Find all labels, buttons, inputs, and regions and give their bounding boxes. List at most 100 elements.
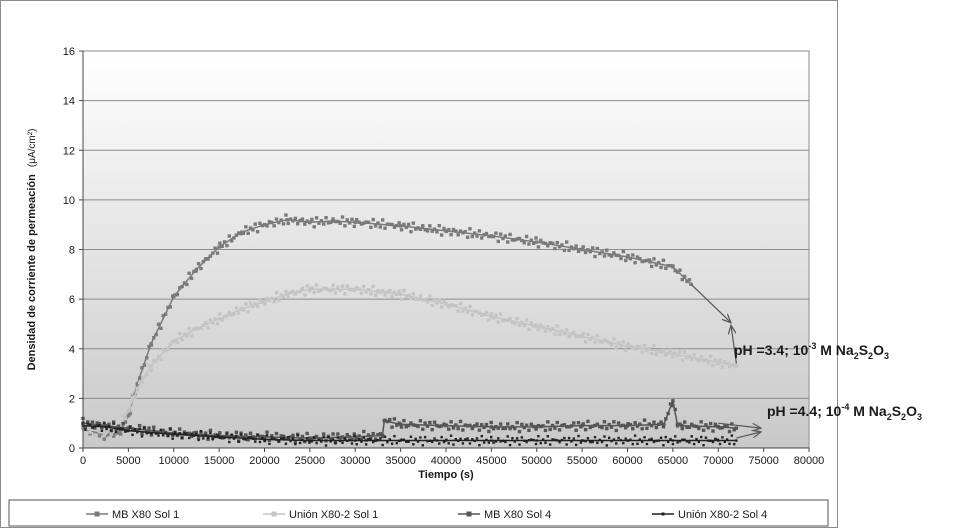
data-point [598,438,601,442]
data-point [631,345,635,350]
data-point [678,440,682,443]
data-point [713,358,718,362]
data-point [300,286,305,290]
data-point [237,311,241,315]
data-point [625,344,630,348]
data-point [418,227,423,231]
data-point [730,422,734,426]
data-point [576,249,581,254]
data-point [298,437,302,441]
data-point [580,439,584,442]
data-point [329,436,333,441]
data-point [680,423,684,428]
data-point [104,425,107,429]
data-point [727,429,732,434]
data-point [234,306,239,310]
data-point [671,442,675,446]
data-point [272,224,276,228]
data-point [640,427,644,431]
data-point [353,220,357,224]
data-point [581,245,585,249]
data-point [497,437,500,440]
data-point [624,437,627,440]
data-point [251,435,255,439]
data-point [520,436,524,439]
data-point [675,353,680,358]
data-point [203,320,208,325]
legend-label: Unión X80-2 Sol 1 [289,509,378,521]
data-point [605,339,609,343]
data-point [425,300,430,304]
data-point [378,225,382,229]
data-point [475,437,479,440]
data-point [671,265,675,269]
data-point [93,433,97,437]
data-point [456,426,460,431]
data-point [330,287,335,291]
data-point [246,436,250,440]
data-point [137,423,142,428]
data-point [428,224,432,228]
data-point [345,432,349,437]
data-point [222,314,227,319]
data-point [411,291,416,296]
data-point [537,434,540,438]
data-point [180,436,184,439]
data-point [229,239,234,243]
data-point [285,292,289,296]
data-point [605,444,609,447]
data-point [413,423,418,428]
data-point [442,299,446,303]
data-point [279,434,283,438]
data-point [416,440,420,443]
data-point [589,440,592,444]
data-point [237,440,240,444]
data-point [619,439,623,442]
data-point [145,356,149,360]
data-point [103,423,108,428]
data-point [560,329,564,333]
data-point [194,267,199,272]
x-tick-label: 20000 [249,455,280,467]
data-point [503,234,508,238]
data-point [199,326,203,331]
data-point [353,287,357,291]
data-point [449,303,453,307]
data-point [515,237,519,241]
data-point [475,309,479,314]
data-point [699,354,703,359]
data-point [211,321,215,325]
data-point [625,255,630,259]
data-point [492,441,495,444]
data-point [206,326,210,330]
data-point [196,261,201,266]
data-point [281,222,286,226]
data-point [534,236,538,240]
data-point [107,432,111,437]
data-point [373,437,378,441]
data-point [203,431,208,435]
data-point [616,421,621,425]
data-point [248,431,253,435]
data-point [364,443,368,446]
data-point [557,428,562,432]
data-point [461,231,465,235]
data-point [657,349,661,353]
data-point [296,434,299,437]
data-point [506,318,510,323]
x-tick-label: 80000 [794,455,825,467]
data-point [272,437,276,441]
data-point [560,438,564,442]
data-point [149,364,153,368]
data-point [409,296,413,301]
data-point [246,437,250,442]
data-point [187,436,191,440]
data-point [199,430,203,435]
data-point [590,335,595,339]
data-point [539,238,543,243]
data-point [111,420,116,424]
data-point [287,435,290,439]
data-point [336,285,340,290]
data-point [569,245,574,249]
data-point [411,423,416,427]
